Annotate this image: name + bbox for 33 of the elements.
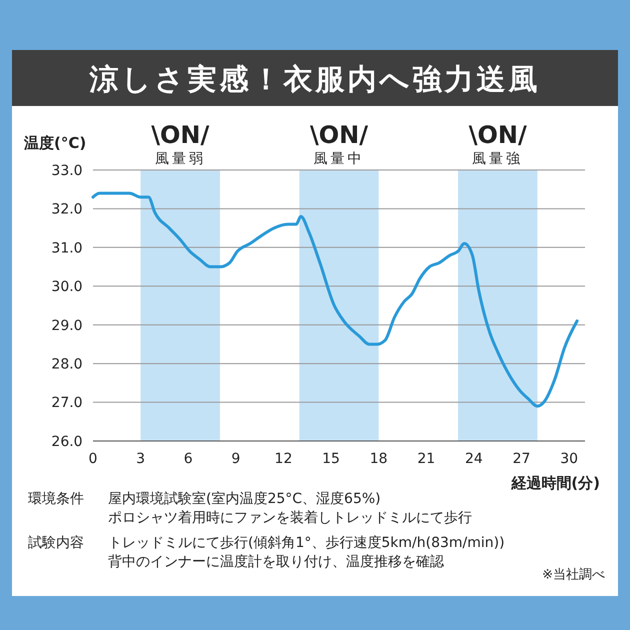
text: 背中のインナーに温度計を取り付け、温度推移を確認 <box>108 554 444 570</box>
text: トレッドミルにて歩行(傾斜角1°、歩行速度5km/h(83m/min)) <box>108 534 505 551</box>
x-tick-label: 18 <box>370 451 388 467</box>
text: ※当社調べ <box>542 568 605 583</box>
text: ポロシャツ着用時にファンを装着しトレッドミルにて歩行 <box>108 510 472 526</box>
x-tick-label: 30 <box>560 451 578 467</box>
band-label: \ON/ 風量中 <box>310 121 368 167</box>
x-tick-label: 9 <box>231 451 240 467</box>
x-tick-label: 3 <box>136 451 146 467</box>
y-tick-label: 31.0 <box>51 240 83 256</box>
line-series <box>92 192 579 408</box>
y-tick-label: 29.0 <box>51 318 83 334</box>
x-tick-label: 27 <box>512 451 530 467</box>
band-label: \ON/ 風量強 <box>468 121 527 167</box>
x-tick-label: 12 <box>274 451 292 467</box>
y-tick-label: 27.0 <box>51 395 83 412</box>
y-tick-label: 30.0 <box>51 279 83 296</box>
y-tick-label: 32.0 <box>51 202 83 218</box>
x-tick-label: 15 <box>322 451 340 467</box>
text: 試験内容 <box>28 534 84 551</box>
y-axis-title: 温度(°C) <box>23 134 86 152</box>
x-tick-label: 21 <box>417 451 436 467</box>
x-axis-title: 経過時間(分) <box>510 474 600 492</box>
band-label: \ON/ 風量弱 <box>151 121 210 167</box>
text: 環境条件 <box>28 490 84 507</box>
y-tick-label: 26.0 <box>51 434 83 450</box>
x-tick-label: 0 <box>88 451 98 467</box>
y-tick-label: 33.0 <box>51 162 83 179</box>
text: 屋内環境試験室(室内温度25°C、湿度65%) <box>108 490 381 507</box>
x-tick-label: 6 <box>184 451 193 467</box>
y-tick-label: 28.0 <box>51 356 83 372</box>
x-tick-label: 24 <box>464 451 483 467</box>
chart-title: 涼しさ実感！衣服内へ強力送風 <box>88 62 540 96</box>
